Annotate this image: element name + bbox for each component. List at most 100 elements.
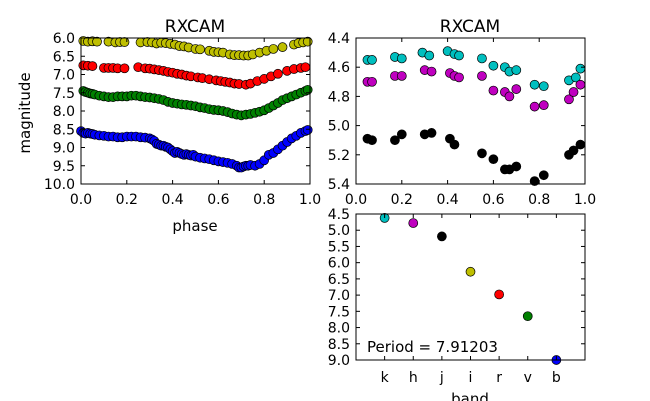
panel1-series0-point-34 xyxy=(277,42,288,52)
panel1-ytick-label-6: 9.0 xyxy=(53,141,75,157)
panel2-series2-point-17 xyxy=(575,139,586,150)
panel3-point-r xyxy=(494,289,504,300)
panel1-series1-point-38 xyxy=(300,62,311,73)
panel2-series0-point-14 xyxy=(529,79,540,90)
panel3-point-v xyxy=(522,311,533,322)
panel1-series0-point-7 xyxy=(119,37,130,47)
panel2-ytick-label-5: 5.4 xyxy=(328,177,350,193)
panel3-ytick-label-5: 7.0 xyxy=(328,288,350,304)
panel2-series2-point-5 xyxy=(426,128,437,138)
panel2-ytick-label-2: 4.8 xyxy=(328,89,350,105)
panel3-data-points xyxy=(379,213,562,365)
panel2-series0-point-13 xyxy=(511,65,522,75)
panel2-series1-point-10 xyxy=(488,85,499,96)
panel1-data-points xyxy=(76,36,313,173)
panel3-ytick-label-8: 8.5 xyxy=(328,337,350,353)
panel1-y-ticks: 6.0 6.5 7.0 7.5 8.0 8.5 9.0 9.5 10.0 xyxy=(44,31,310,193)
band-magnitude-panel: k h j i r v b 4.55.05.56.06.57.07.58.08.59.0 P… xyxy=(328,207,586,401)
panel3-point-h xyxy=(408,218,419,228)
panel2-series0-point-17 xyxy=(570,72,581,83)
panel2-series2-point-7 xyxy=(449,139,460,150)
panel2-series2-point-16 xyxy=(568,145,579,156)
panel1-xtick-label-3: 0.6 xyxy=(207,192,229,208)
panel2-data-points xyxy=(362,46,586,186)
panel3-ytick-label-4: 6.5 xyxy=(328,272,350,288)
panel2-series1-point-8 xyxy=(454,72,464,83)
panel3-xtick-label-h: h xyxy=(409,370,418,386)
panel3-ytick-label-3: 6.0 xyxy=(328,256,350,272)
panel3-ytick-label-6: 7.5 xyxy=(328,304,350,320)
panel2-series1-point-1 xyxy=(367,76,377,87)
panel2-series2-point-2 xyxy=(390,135,400,146)
panel3-ytick-label-1: 5.0 xyxy=(328,223,350,239)
panel3-y-ticks: 4.55.05.56.06.57.07.58.08.59.0 xyxy=(328,207,585,369)
panel1-series1-point-34 xyxy=(273,68,283,79)
panel2-series1-point-18 xyxy=(575,79,586,90)
panel1-title: RXCAM xyxy=(165,17,225,37)
panel1-y-axis-label: magnitude xyxy=(16,72,34,153)
panel1-ytick-label-1: 6.5 xyxy=(53,49,75,65)
panel3-frame xyxy=(355,213,586,361)
panel3-x-axis-label: band xyxy=(451,390,489,401)
panel2-series0-point-1 xyxy=(367,55,377,65)
panel2-xtick-label-3: 0.6 xyxy=(482,192,504,208)
panel1-series0-point-20 xyxy=(195,44,205,55)
panel2-series2-point-1 xyxy=(367,135,377,146)
panel2-series2-point-12 xyxy=(511,161,522,172)
panel1-ytick-label-5: 8.5 xyxy=(53,122,75,138)
panel1-series0-point-33 xyxy=(268,44,279,54)
panel1-xtick-label-4: 0.8 xyxy=(253,192,275,208)
panel2-series0-point-5 xyxy=(424,50,435,61)
panel1-series1-point-7 xyxy=(119,63,130,74)
panel3-xtick-label-k: k xyxy=(381,370,390,386)
panel2-series1-point-12 xyxy=(504,91,515,102)
panel2-series0-point-10 xyxy=(488,60,499,71)
panel1-series3-point-66 xyxy=(302,125,313,135)
panel1-series1-point-2 xyxy=(87,61,98,71)
panel1-xtick-label-1: 0.2 xyxy=(116,192,138,208)
panel1-x-ticks: 0.0 0.2 0.4 0.6 0.8 1.0 xyxy=(70,38,321,208)
panel1-x-axis-label: phase xyxy=(172,217,217,235)
panel2-series2-point-9 xyxy=(488,154,499,165)
panel2-series1-point-9 xyxy=(477,71,487,81)
panel2-ytick-label-4: 5.2 xyxy=(328,148,350,164)
panel1-xtick-label-2: 0.4 xyxy=(161,192,183,208)
panel2-series2-point-3 xyxy=(396,129,407,140)
panel2-xtick-label-0: 0.0 xyxy=(345,192,367,208)
panel3-xtick-label-r: r xyxy=(496,370,502,386)
panel2-ytick-label-0: 4.4 xyxy=(328,31,350,47)
panel1-xtick-label-5: 1.0 xyxy=(299,192,321,208)
panel2-series1-point-13 xyxy=(511,84,522,94)
panel2-ytick-label-3: 5.0 xyxy=(328,119,350,135)
panel2-series0-point-15 xyxy=(538,81,549,92)
panel3-point-j xyxy=(437,231,447,242)
panel2-frame xyxy=(355,37,586,185)
panel2-series1-point-3 xyxy=(396,71,407,81)
panel3-ytick-label-0: 4.5 xyxy=(328,207,350,223)
panel1-ytick-label-7: 9.5 xyxy=(53,159,75,175)
panel2-series1-point-14 xyxy=(529,101,540,112)
panel1-series0-point-3 xyxy=(92,36,102,47)
phase-lightcurve-ir-panel: RXCAM 0.0 0.2 0.4 0.6 0.8 1.0 4.4 4.6 4.8 5.0 5.2… xyxy=(328,17,596,208)
panel1-ytick-label-4: 8.0 xyxy=(53,104,75,120)
panel2-title: RXCAM xyxy=(440,17,500,37)
phase-lightcurve-panel: RXCAM phase magnitude 0.0 0.2 0.4 0.6 0.8 1.0… xyxy=(16,17,321,235)
panel1-ytick-label-0: 6.0 xyxy=(53,31,75,47)
panel2-series1-point-17 xyxy=(568,87,579,97)
panel2-series1-point-5 xyxy=(426,66,437,77)
panel2-series2-point-8 xyxy=(477,148,487,159)
panel2-series2-point-14 xyxy=(538,170,549,181)
panel2-x-ticks: 0.0 0.2 0.4 0.6 0.8 1.0 xyxy=(345,38,596,208)
panel3-ytick-label-2: 5.5 xyxy=(328,239,350,255)
panel2-series0-point-8 xyxy=(454,50,464,61)
panel2-xtick-label-5: 1.0 xyxy=(574,192,596,208)
panel2-xtick-label-2: 0.4 xyxy=(436,192,458,208)
panel3-xtick-label-v: v xyxy=(524,370,532,386)
panel2-xtick-label-4: 0.8 xyxy=(528,192,550,208)
panel2-series1-point-15 xyxy=(538,100,549,111)
panel3-xtick-label-j: j xyxy=(439,370,444,386)
panel3-ytick-label-9: 9.0 xyxy=(328,353,350,369)
panel3-ytick-label-7: 8.0 xyxy=(328,321,350,337)
panel2-ytick-label-1: 4.6 xyxy=(328,60,350,76)
panel2-xtick-label-1: 0.2 xyxy=(391,192,413,208)
